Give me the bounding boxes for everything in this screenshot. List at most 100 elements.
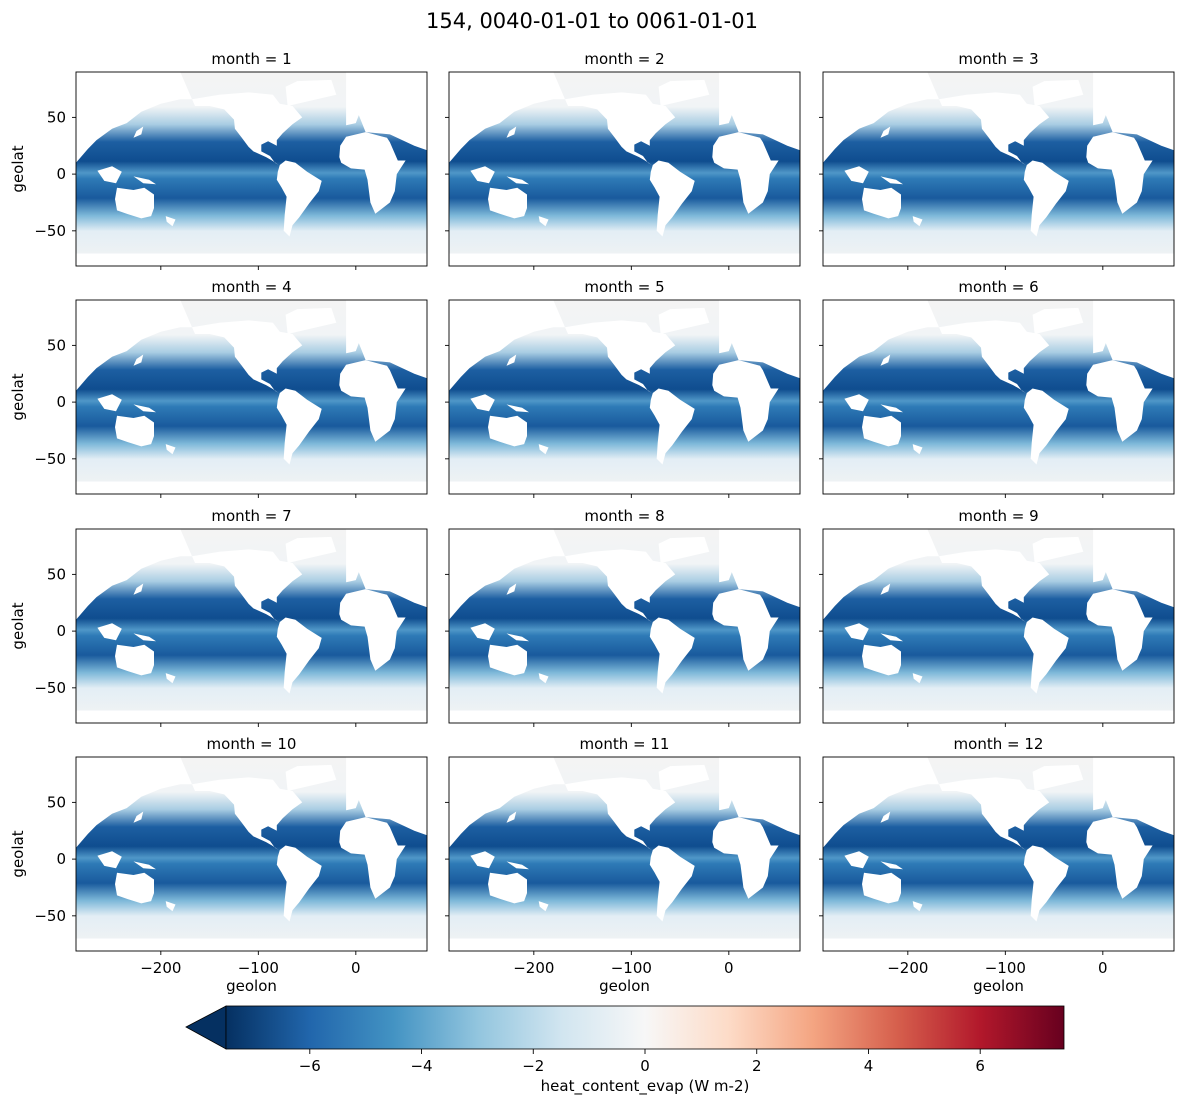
land-mass [712, 360, 779, 442]
land-mass [1032, 764, 1084, 791]
land-mass [346, 72, 427, 151]
land-mass [76, 481, 427, 494]
land-mass [538, 216, 549, 227]
land-mass [488, 187, 527, 219]
land-mass [939, 777, 1050, 850]
panel-frame [75, 71, 428, 267]
land-mass [880, 811, 891, 823]
land-mass [470, 394, 495, 412]
land-mass [192, 549, 303, 622]
panel-frame [822, 71, 1175, 267]
land-mass [470, 851, 495, 869]
panel-title: month = 11 [580, 735, 670, 753]
land-mass [538, 444, 549, 455]
land-mass [449, 72, 565, 163]
land-mass [862, 187, 901, 219]
land-mass [165, 901, 176, 912]
land-mass [133, 861, 156, 870]
x-tick-label: −200 [140, 959, 181, 977]
land-mass [339, 817, 406, 899]
land-mass [912, 901, 923, 912]
land-mass [538, 673, 549, 684]
figure-title: 154, 0040-01-01 to 0061-01-01 [426, 9, 758, 33]
land-mass [506, 583, 517, 595]
land-mass [506, 354, 517, 366]
land-mass [346, 529, 427, 608]
map-panel: month = 2 [445, 50, 801, 270]
x-tick-label: −200 [887, 959, 928, 977]
colorbar-label: heat_content_evap (W m-2) [541, 1077, 750, 1096]
land-mass [939, 92, 1050, 165]
land-mass [76, 300, 192, 391]
land-mass [192, 92, 303, 165]
land-mass [506, 861, 529, 870]
land-mass [1032, 79, 1084, 106]
land-mass [1023, 845, 1069, 922]
land-mass [470, 166, 495, 184]
land-mass [565, 777, 676, 850]
map-panel: month = 8 [445, 507, 801, 727]
panel-title: month = 6 [958, 278, 1038, 296]
land-mass [285, 79, 337, 106]
land-mass [880, 176, 903, 185]
land-mass [719, 529, 800, 608]
land-mass [339, 360, 406, 442]
land-mass [339, 132, 406, 214]
map-panel: month = 6 [819, 278, 1175, 498]
land-mass [115, 644, 154, 676]
y-axis-label: geolat [9, 830, 27, 877]
land-mass [488, 872, 527, 904]
y-tick-label: 50 [47, 108, 66, 126]
land-mass [844, 394, 869, 412]
land-mass [192, 320, 303, 393]
land-mass [823, 481, 1174, 494]
land-mass [506, 404, 529, 413]
land-mass [133, 354, 144, 366]
land-mass [97, 851, 122, 869]
land-mass [1093, 529, 1174, 608]
colorbar-tick-label: 4 [864, 1057, 874, 1075]
land-mass [719, 72, 800, 151]
map-panel: month = 9 [819, 507, 1175, 727]
land-mass [97, 394, 122, 412]
panel-frame [448, 756, 801, 952]
land-mass [115, 415, 154, 447]
land-mass [488, 644, 527, 676]
colorbar-tick-label: −6 [299, 1057, 321, 1075]
land-mass [76, 72, 192, 163]
y-axis-label: geolat [9, 373, 27, 420]
land-mass [1086, 360, 1153, 442]
y-tick-label: 0 [56, 850, 66, 868]
panel-frame [822, 528, 1175, 724]
land-mass [1093, 300, 1174, 379]
y-tick-label: −50 [34, 907, 66, 925]
panel-title: month = 2 [584, 50, 664, 68]
x-tick-label: 0 [724, 959, 734, 977]
y-axis-label: geolat [9, 145, 27, 192]
land-mass [133, 811, 144, 823]
map-panel: month = 7 −50 0 50 geolat [9, 507, 428, 727]
land-mass [506, 811, 517, 823]
y-tick-label: −50 [34, 679, 66, 697]
land-mass [133, 176, 156, 185]
land-mass [1093, 72, 1174, 151]
colorbar-tick-label: 6 [975, 1057, 985, 1075]
land-mass [939, 320, 1050, 393]
land-mass [862, 644, 901, 676]
map-panel: month = 1 −50 0 50 geolat [9, 50, 428, 270]
panel-frame [448, 528, 801, 724]
panel-title: month = 9 [958, 507, 1038, 525]
colorbar-tick-label: −4 [410, 1057, 432, 1075]
land-mass [862, 872, 901, 904]
land-mass [133, 583, 144, 595]
x-tick-label: −100 [985, 959, 1026, 977]
map-panel: month = 4 −50 0 50 geolat [9, 278, 428, 498]
land-mass [165, 673, 176, 684]
colorbar-gradient [225, 1005, 1065, 1050]
map-panel: month = 12 −200 −100 0 geolon [819, 735, 1175, 995]
colorbar-tick-label: −2 [522, 1057, 544, 1075]
panel-frame [448, 299, 801, 495]
land-mass [76, 253, 427, 266]
panels: month = 1 −50 0 50 geolat month = 2 month = 3 m… [9, 50, 1175, 995]
panel-frame [448, 71, 801, 267]
